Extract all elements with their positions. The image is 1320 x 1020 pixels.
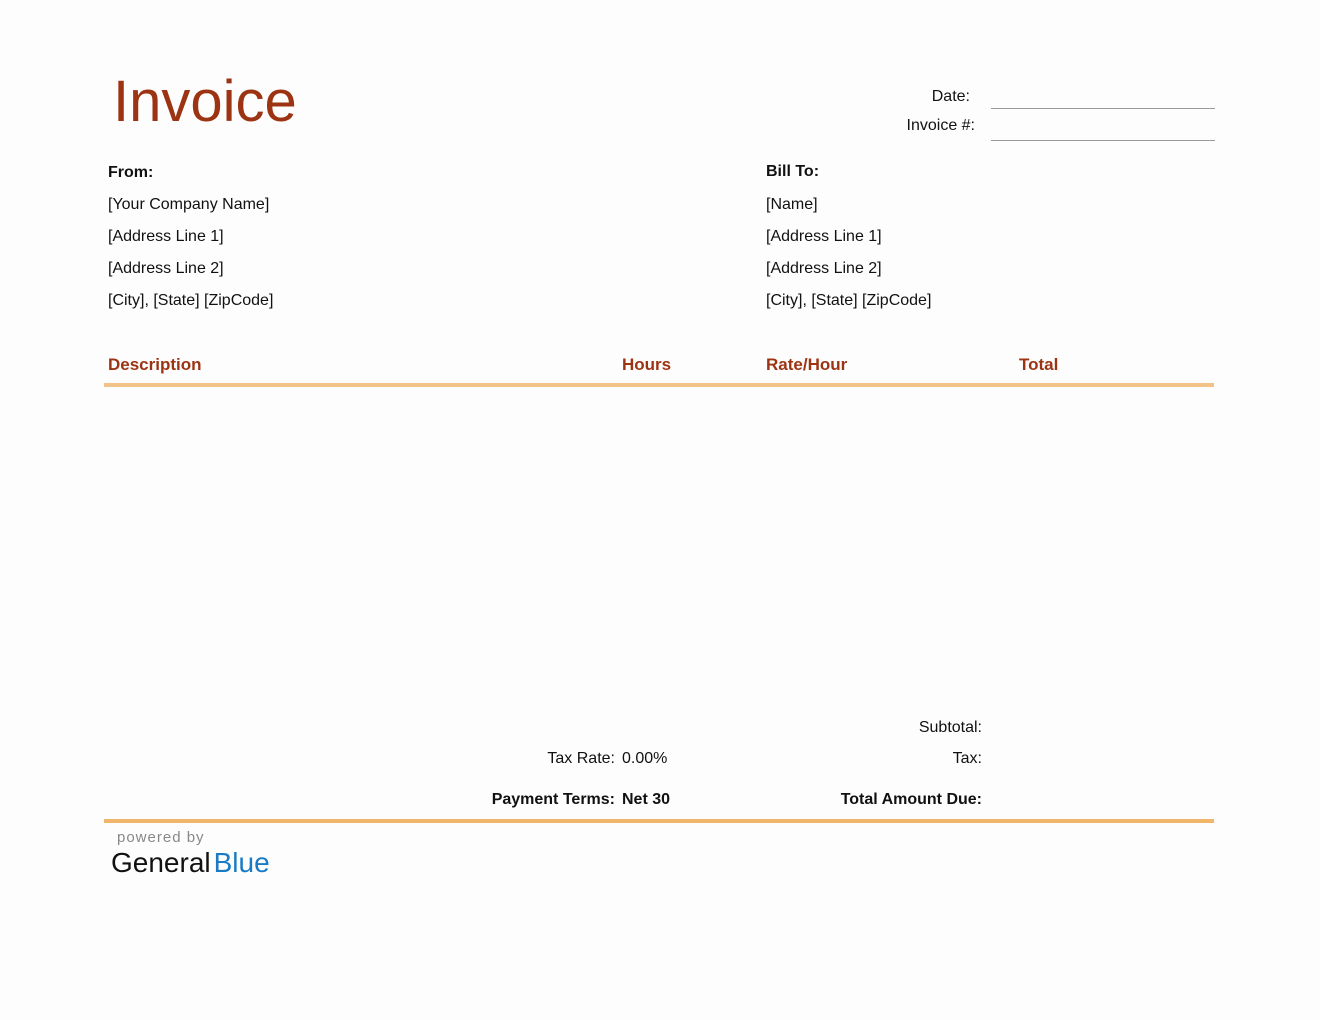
from-label: From: bbox=[108, 164, 154, 181]
total-amount-due-label: Total Amount Due: bbox=[840, 791, 982, 808]
invoice-number-field[interactable] bbox=[991, 140, 1215, 141]
page-title: Invoice bbox=[113, 69, 297, 134]
logo-general: General bbox=[111, 847, 211, 878]
invoice-number-label: Invoice #: bbox=[906, 117, 975, 134]
bill-to-address-2: [Address Line 2] bbox=[766, 260, 882, 277]
payment-terms-label: Payment Terms: bbox=[491, 791, 615, 808]
logo-blue: Blue bbox=[213, 847, 270, 878]
column-header-total: Total bbox=[1019, 355, 1059, 374]
generalblue-logo: General Blue bbox=[111, 847, 270, 879]
bill-to-label: Bill To: bbox=[766, 163, 820, 180]
from-city: [City], [State] [ZipCode] bbox=[108, 292, 274, 309]
column-header-description: Description bbox=[108, 355, 202, 374]
from-address-2: [Address Line 2] bbox=[108, 260, 224, 277]
date-field[interactable] bbox=[991, 108, 1215, 109]
column-header-rate: Rate/Hour bbox=[766, 355, 848, 374]
bill-to-address-1: [Address Line 1] bbox=[766, 228, 882, 245]
footer-divider bbox=[104, 819, 1214, 823]
column-header-hours: Hours bbox=[622, 355, 672, 374]
tax-label: Tax: bbox=[952, 750, 982, 767]
from-company: [Your Company Name] bbox=[108, 196, 270, 213]
powered-by-text: powered by bbox=[117, 829, 205, 846]
subtotal-label: Subtotal: bbox=[918, 719, 982, 736]
header-divider bbox=[104, 383, 1214, 387]
payment-terms-value: Net 30 bbox=[622, 791, 671, 808]
date-label: Date: bbox=[931, 88, 970, 105]
from-address-1: [Address Line 1] bbox=[108, 228, 224, 245]
bill-to-city: [City], [State] [ZipCode] bbox=[766, 292, 932, 309]
bill-to-name: [Name] bbox=[766, 196, 818, 213]
tax-rate-label: Tax Rate: bbox=[547, 750, 615, 767]
tax-rate-value: 0.00% bbox=[622, 750, 668, 767]
